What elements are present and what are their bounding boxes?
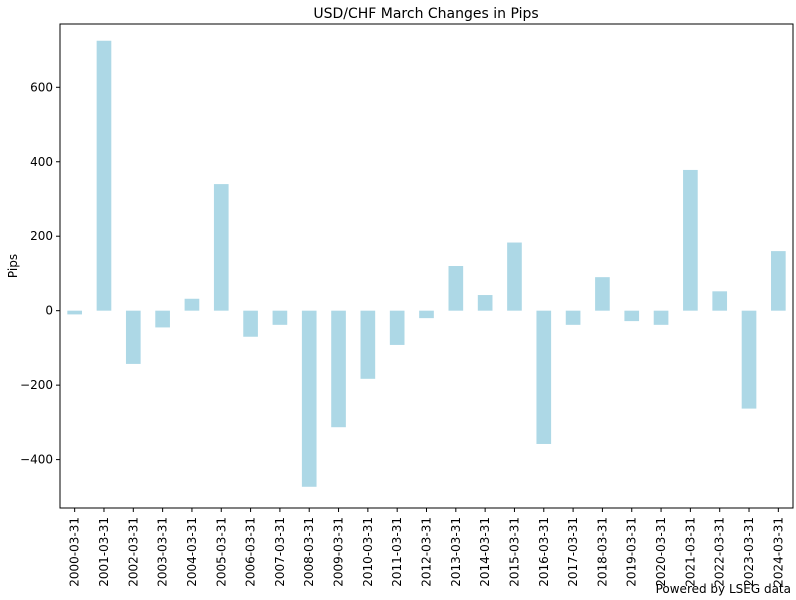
- y-tick-label: 200: [30, 229, 53, 243]
- plot-frame: [59, 23, 794, 509]
- x-tick-label: 2005-03-31: [214, 517, 228, 587]
- x-tick-label: 2022-03-31: [713, 517, 727, 587]
- x-tick-label: 2023-03-31: [742, 517, 756, 587]
- y-tick-label: −400: [20, 453, 53, 467]
- x-tick-label: 2000-03-31: [68, 517, 82, 587]
- x-tick-label: 2013-03-31: [449, 517, 463, 587]
- x-tick-label: 2006-03-31: [244, 517, 258, 587]
- bar-2016-03-31: [536, 310, 552, 444]
- x-tick-label: 2016-03-31: [537, 517, 551, 587]
- x-tick-label: 2001-03-31: [97, 517, 111, 587]
- x-ticks-group: 2000-03-31 2001-03-31 2002-03-31 2003-03-31…: [68, 508, 785, 587]
- x-tick-label: 2007-03-31: [273, 517, 287, 587]
- x-tick-label: 2018-03-31: [595, 517, 609, 587]
- bar-2006-03-31: [243, 310, 258, 337]
- bar-2019-03-31: [624, 310, 640, 322]
- y-ticks-group: −400 −200 0 200 400 600: [20, 80, 60, 467]
- bar-2008-03-31: [301, 310, 317, 487]
- y-tick-label: 400: [30, 155, 53, 169]
- bar-2007-03-31: [272, 310, 288, 325]
- bar-2015-03-31: [507, 242, 522, 311]
- credit-text: Powered by LSEG data: [656, 582, 791, 596]
- bar-2005-03-31: [213, 184, 229, 311]
- chart-title: USD/CHF March Changes in Pips: [313, 6, 538, 22]
- bar-2013-03-31: [448, 266, 464, 311]
- bar-2004-03-31: [184, 298, 200, 311]
- x-tick-label: 2019-03-31: [625, 517, 639, 587]
- y-tick-label: −200: [20, 378, 53, 392]
- bars-group: [67, 40, 786, 487]
- x-tick-label: 2014-03-31: [478, 517, 492, 587]
- x-tick-label: 2002-03-31: [126, 517, 140, 587]
- bar-2021-03-31: [683, 169, 698, 311]
- x-tick-label: 2015-03-31: [507, 517, 521, 587]
- bar-2017-03-31: [565, 310, 581, 325]
- y-tick-label: 0: [45, 304, 53, 318]
- bar-2022-03-31: [712, 291, 728, 311]
- bar-2001-03-31: [96, 40, 112, 311]
- bar-2010-03-31: [360, 310, 376, 379]
- bar-2020-03-31: [653, 310, 669, 325]
- x-tick-label: 2003-03-31: [156, 517, 170, 587]
- bar-2023-03-31: [741, 310, 757, 409]
- x-tick-label: 2011-03-31: [390, 517, 404, 587]
- bar-2011-03-31: [389, 310, 405, 345]
- bar-2009-03-31: [331, 310, 346, 428]
- x-tick-label: 2024-03-31: [771, 517, 785, 587]
- bar-2014-03-31: [477, 295, 493, 311]
- bar-2024-03-31: [771, 251, 786, 311]
- x-tick-label: 2010-03-31: [361, 517, 375, 587]
- y-tick-label: 600: [30, 80, 53, 94]
- bar-2002-03-31: [125, 310, 141, 364]
- bar-2003-03-31: [155, 310, 170, 328]
- bar-2018-03-31: [595, 277, 610, 311]
- bar-2000-03-31: [67, 310, 82, 315]
- x-tick-label: 2020-03-31: [654, 517, 668, 587]
- x-tick-label: 2008-03-31: [302, 517, 316, 587]
- bar-2012-03-31: [419, 310, 434, 319]
- x-tick-label: 2017-03-31: [566, 517, 580, 587]
- x-tick-label: 2004-03-31: [185, 517, 199, 587]
- x-tick-label: 2021-03-31: [683, 517, 697, 587]
- x-tick-label: 2009-03-31: [332, 517, 346, 587]
- x-tick-label: 2012-03-31: [420, 517, 434, 587]
- y-axis-label: Pips: [6, 254, 20, 278]
